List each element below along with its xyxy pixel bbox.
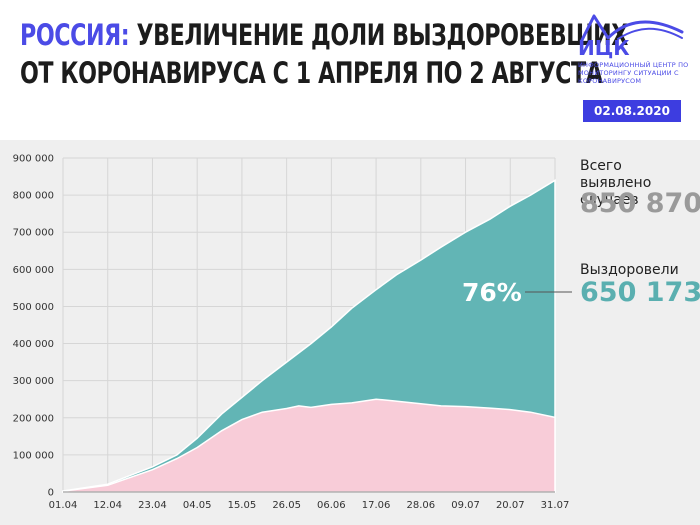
y-tick-label: 200 000 <box>13 413 54 424</box>
y-tick-label: 300 000 <box>13 376 54 387</box>
y-tick-label: 100 000 <box>13 450 54 461</box>
title-rest: УВЕЛИЧЕНИЕ ДОЛИ ВЫЗДОРОВЕВШИХ <box>136 18 628 52</box>
date-badge: 02.08.2020 <box>583 100 681 122</box>
area-chart: 0 100 000 200 000 300 000 400 000 500 000 600 … <box>13 154 572 511</box>
logo: ИЦК ИНФОРМАЦИОННЫЙ ЦЕНТР ПО МОНИТОРИНГУ … <box>578 12 690 85</box>
y-tick-label: 800 000 <box>13 191 54 202</box>
x-axis: 01.04 12.04 23.04 04.05 15.05 26.05 06.06 17.06… <box>49 500 570 511</box>
x-tick-label: 17.06 <box>362 500 391 511</box>
y-axis: 0 100 000 200 000 300 000 400 000 500 000 600 … <box>13 154 54 499</box>
x-tick-label: 04.05 <box>183 500 212 511</box>
x-tick-label: 12.04 <box>93 500 122 511</box>
y-tick-label: 600 000 <box>13 265 54 276</box>
x-tick-label: 28.06 <box>406 500 435 511</box>
y-tick-label: 500 000 <box>13 302 54 313</box>
x-tick-label: 31.07 <box>541 500 570 511</box>
total-cases-label: Всего выявлено случаев <box>580 158 652 208</box>
total-cases-value: 850 870 <box>580 188 700 219</box>
active-area <box>62 398 556 493</box>
title-accent: РОССИЯ: <box>20 18 130 52</box>
x-tick-label: 06.06 <box>317 500 346 511</box>
y-tick-label: 400 000 <box>13 339 54 350</box>
recovered-value: 650 173 <box>580 277 700 308</box>
header: РОССИЯ: УВЕЛИЧЕНИЕ ДОЛИ ВЫЗДОРОВЕВШИХ ОТ… <box>0 0 700 140</box>
y-tick-label: 900 000 <box>13 154 54 165</box>
title-line-1: РОССИЯ: УВЕЛИЧЕНИЕ ДОЛИ ВЫЗДОРОВЕВШИХ <box>20 16 628 54</box>
logo-arc-icon <box>580 14 684 42</box>
x-tick-label: 15.05 <box>228 500 257 511</box>
y-tick-label: 0 <box>48 488 54 499</box>
x-tick-label: 01.04 <box>49 500 78 511</box>
chart-areas <box>62 178 556 493</box>
title-line-2: ОТ КОРОНАВИРУСА С 1 АПРЕЛЯ ПО 2 АВГУСТА <box>20 56 603 90</box>
recovered-percent: 76% <box>462 278 522 307</box>
x-tick-label: 26.05 <box>272 500 301 511</box>
x-tick-label: 20.07 <box>496 500 525 511</box>
x-tick-label: 09.07 <box>451 500 480 511</box>
y-tick-label: 700 000 <box>13 228 54 239</box>
logo-subtitle: ИНФОРМАЦИОННЫЙ ЦЕНТР ПО МОНИТОРИНГУ СИТУ… <box>578 61 689 85</box>
recovered-label: Выздоровели <box>580 262 679 278</box>
page-title: РОССИЯ: УВЕЛИЧЕНИЕ ДОЛИ ВЫЗДОРОВЕВШИХ ОТ… <box>20 16 628 92</box>
x-tick-label: 23.04 <box>138 500 167 511</box>
logo-name: ИЦК <box>578 36 630 60</box>
